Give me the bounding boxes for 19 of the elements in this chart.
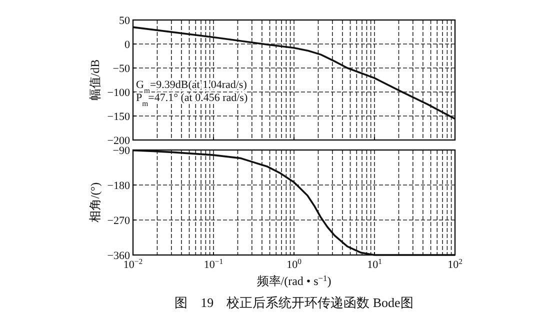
y-axis-title: 幅值/dB: [88, 59, 102, 101]
annotation: P$_{m}$=47.1° (at 0.456 rad/s): [136, 92, 248, 108]
y-tick-label: −50: [112, 63, 130, 75]
y-tick-label: 50: [119, 15, 130, 27]
y-tick-label: −360: [107, 250, 130, 262]
y-axis-title: 相角/(°): [88, 182, 102, 223]
y-tick-label: −270: [107, 215, 130, 227]
y-tick-label: −150: [107, 111, 130, 123]
y-tick-label: −100: [107, 87, 130, 99]
y-tick-label: 0: [124, 39, 130, 51]
y-tick-label: −90: [112, 145, 130, 157]
caption: 图 19 校正后系统开环传递函数 Bode图: [174, 295, 414, 310]
x-tick-label: 10$^{0}$: [286, 256, 302, 271]
x-tick-label: 10$^{2}$: [448, 256, 463, 271]
y-tick-label: −180: [107, 180, 130, 192]
x-axis-title: 频率/(rad • s$^{−1}$): [256, 274, 332, 288]
y-tick-label: −200: [107, 135, 130, 147]
x-tick-label: 10$^{−1}$: [204, 256, 224, 271]
x-tick-label: 10$^{1}$: [367, 256, 382, 271]
